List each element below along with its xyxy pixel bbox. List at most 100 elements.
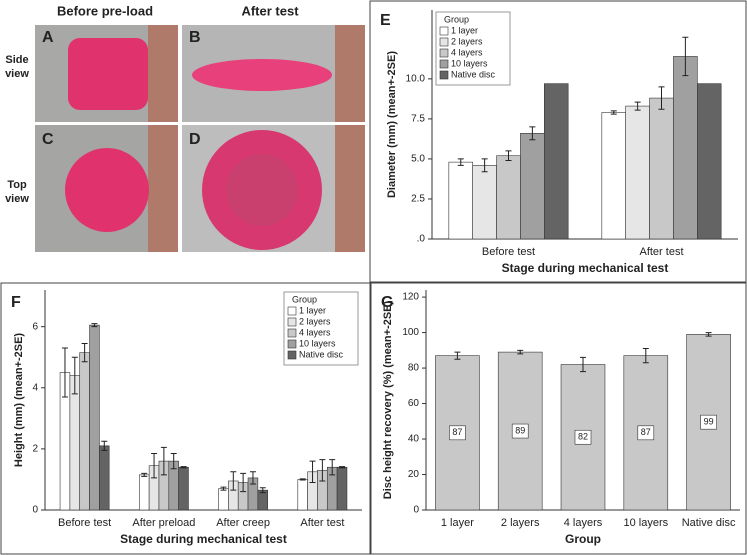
x-tick-label: 4 layers	[564, 517, 603, 529]
data-label: 87	[641, 427, 651, 437]
panel-label: B	[189, 29, 201, 46]
bar	[697, 83, 722, 240]
row-label: view	[5, 193, 29, 205]
error-bar	[505, 150, 512, 162]
legend-swatch	[439, 70, 449, 80]
x-tick-label: After preload	[132, 517, 195, 529]
legend-swatch	[287, 306, 297, 316]
panel-label: D	[189, 131, 201, 148]
bar	[79, 352, 90, 511]
y-tick-label: 60	[408, 398, 420, 409]
y-tick-label: 2.5	[411, 194, 425, 205]
error-bar	[180, 466, 187, 469]
legend-label: 10 layers	[299, 338, 336, 348]
y-tick-label: 5.0	[411, 154, 425, 165]
error-bar	[682, 36, 689, 77]
row-label: Side	[5, 54, 28, 66]
legend-label: Native disc	[299, 349, 344, 359]
photo-panel: Before pre-load After test Side view Top…	[5, 3, 365, 252]
y-tick-label: 80	[408, 363, 420, 374]
data-label: 99	[704, 417, 714, 427]
legend-frame	[283, 291, 359, 366]
error-bar	[299, 478, 306, 481]
x-tick-label: Before test	[482, 246, 535, 258]
panel-frame	[0, 282, 371, 555]
error-bar	[339, 466, 346, 469]
data-label-box	[511, 423, 529, 439]
bar	[139, 474, 150, 511]
x-tick-label: After creep	[216, 517, 270, 529]
column-title: After test	[241, 3, 299, 18]
error-bar	[230, 471, 237, 491]
bar	[69, 375, 81, 511]
y-tick-label: 0	[413, 505, 419, 516]
error-bar	[249, 471, 256, 485]
legend-label: 2 layers	[451, 36, 483, 46]
legend-swatch	[287, 339, 297, 349]
legend-swatch	[287, 350, 297, 360]
y-tick-label: 2	[32, 444, 38, 455]
data-label-box	[574, 429, 592, 445]
x-axis-title: Stage during mechanical test	[120, 532, 287, 546]
error-bar	[160, 446, 167, 476]
data-label: 89	[515, 425, 525, 435]
error-bar	[481, 158, 488, 173]
bar	[218, 488, 229, 511]
legend-label: 4 layers	[451, 47, 483, 57]
error-bar	[259, 487, 266, 494]
error-bar	[454, 351, 461, 360]
legend-swatch	[439, 48, 449, 58]
y-tick-label: 6	[32, 321, 38, 332]
y-tick-label: 7.5	[411, 114, 425, 125]
bar	[673, 56, 698, 240]
panel-label: F	[11, 294, 21, 311]
error-bar	[457, 158, 464, 166]
error-bar	[151, 452, 158, 479]
x-tick-label: 10 layers	[623, 517, 668, 529]
error-bar	[71, 356, 78, 395]
y-tick-label: 40	[408, 434, 420, 445]
error-bar	[610, 110, 617, 115]
error-bar	[240, 472, 247, 493]
ruler	[335, 125, 365, 252]
error-bar	[91, 323, 98, 328]
bar	[297, 479, 308, 511]
error-bar	[642, 348, 649, 364]
bar	[99, 445, 110, 511]
sample	[68, 38, 148, 110]
row-label: Top	[7, 179, 27, 191]
panel-label: G	[381, 294, 393, 311]
sample	[65, 148, 149, 232]
x-tick-label: After test	[639, 246, 683, 258]
bar	[336, 466, 348, 511]
legend-title: Group	[444, 14, 469, 24]
ruler	[335, 25, 365, 122]
y-tick-label: .0	[417, 234, 426, 245]
bar	[89, 324, 100, 511]
y-axis-title: Disc height recovery (%) (mean+-2SE)	[382, 300, 394, 499]
x-axis-title: Group	[565, 532, 601, 546]
error-bar	[141, 472, 148, 477]
row-label: view	[5, 68, 29, 80]
bar	[496, 155, 521, 240]
error-bar	[705, 332, 712, 337]
bar	[544, 83, 569, 240]
x-tick-label: 2 layers	[501, 517, 540, 529]
y-axis-title: Diameter (mm) (mean+-2SE)	[386, 51, 398, 198]
error-bar	[580, 356, 586, 373]
legend-label: 2 layers	[299, 316, 331, 326]
legend-label: 1 layer	[299, 305, 326, 315]
data-label-box	[449, 425, 466, 441]
legend-label: 1 layer	[451, 25, 478, 35]
x-tick-label: 1 layer	[441, 517, 474, 529]
y-tick-label: 20	[408, 469, 420, 480]
data-label: 87	[452, 427, 462, 437]
legend-swatch	[439, 59, 449, 69]
bar	[625, 105, 650, 240]
data-label: 82	[578, 432, 588, 442]
ruler	[148, 125, 178, 252]
legend-label: 4 layers	[299, 327, 331, 337]
bar	[520, 133, 545, 240]
x-tick-label: After test	[300, 517, 344, 529]
bar	[257, 489, 268, 511]
